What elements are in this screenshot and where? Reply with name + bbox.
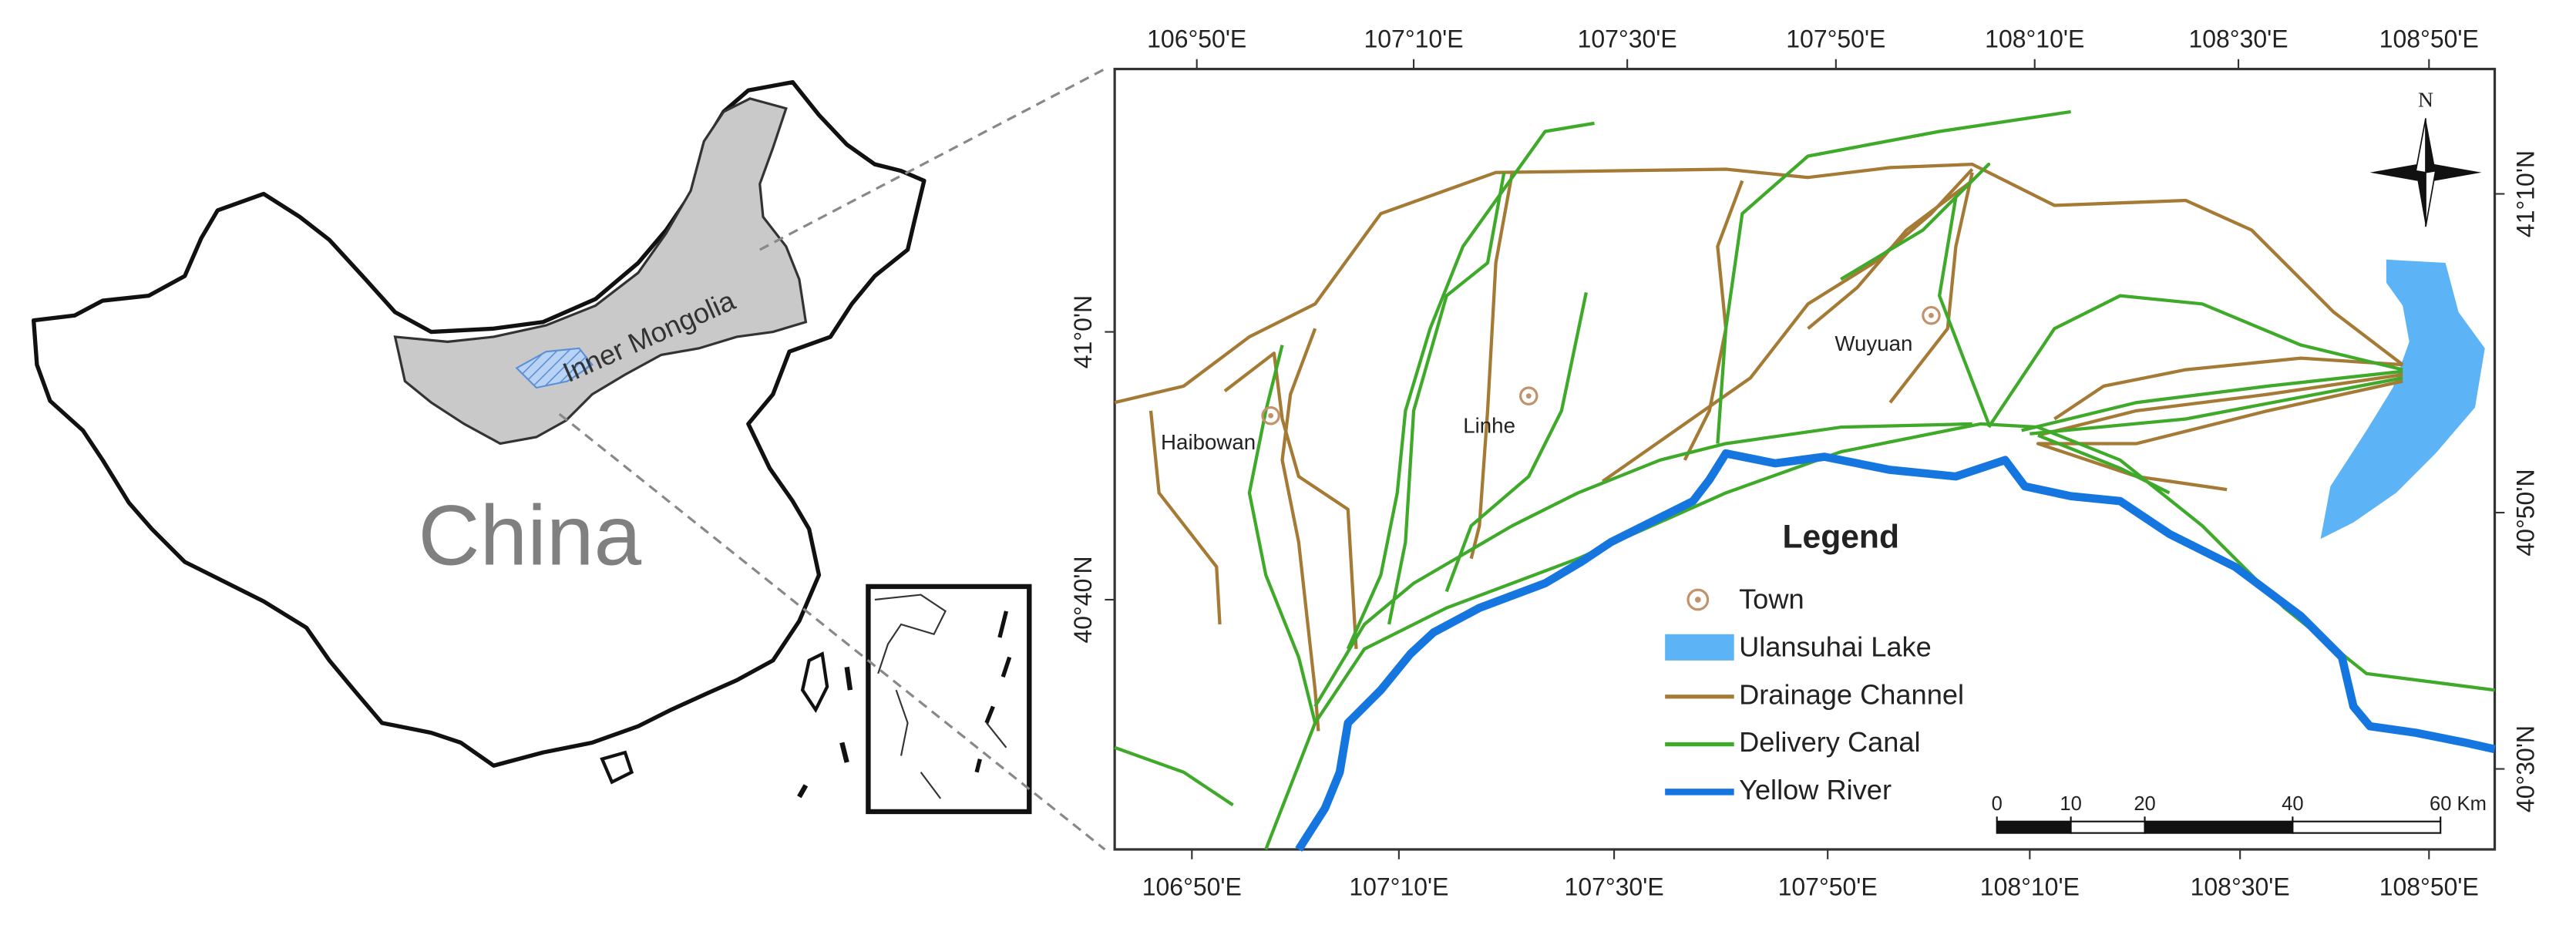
lon-label: 107°30'E (1565, 873, 1664, 901)
legend-lake-swatch (1665, 634, 1734, 661)
scale-label: 60 (2430, 793, 2451, 815)
lon-label: 108°10'E (1980, 873, 2080, 901)
lat-label: 41°10'N (2512, 150, 2540, 237)
legend-town-icon (1687, 588, 1710, 611)
town-marker (1261, 405, 1280, 426)
lon-label: 107°10'E (1364, 25, 1464, 53)
town-marker (1922, 305, 1941, 325)
delivery-canal (1444, 291, 1588, 593)
east-dashes (797, 666, 853, 799)
town-label: Wuyuan (1834, 331, 1912, 355)
delivery-canal (2037, 433, 2171, 495)
inner-mongolia (393, 97, 808, 446)
taiwan (800, 651, 829, 714)
inset-coast (874, 594, 1007, 799)
country-label: China (419, 489, 642, 584)
delivery-canal (1114, 745, 1234, 807)
legend-label: Ulansuhai Lake (1739, 631, 1932, 662)
scale-segment (2144, 820, 2294, 834)
legend-label: Town (1739, 584, 1804, 615)
lon-label: 106°50'E (1142, 873, 1242, 901)
drainage-channel (1223, 352, 1358, 650)
drainage-channel (1280, 328, 1320, 732)
delivery-canal (1247, 345, 1317, 724)
lon-label: 108°30'E (2191, 873, 2290, 901)
scale-label: 20 (2134, 793, 2155, 815)
lon-label: 107°30'E (1578, 25, 1677, 53)
ulansuhai-lake (2320, 259, 2485, 540)
scale-bar: 0 10 20 40 60 Km (1992, 793, 2487, 834)
scale-label: 0 (1992, 793, 2003, 815)
delivery-canal (1387, 172, 1506, 625)
lon-label: 107°50'E (1786, 25, 1885, 53)
drainage-channel (1807, 179, 1974, 330)
north-arrow-light (2415, 118, 2436, 227)
lon-label: 108°50'E (2379, 873, 2479, 901)
yellow-river (1295, 449, 2496, 852)
delivery-canal (2030, 376, 2403, 436)
scale-segment (2070, 820, 2146, 834)
legend-label: Delivery Canal (1739, 726, 1921, 758)
lon-label: 107°50'E (1778, 873, 1878, 901)
delivery-canal (1987, 294, 2403, 429)
delivery-canal (2021, 369, 2403, 432)
hainan (600, 750, 634, 785)
scale-unit: Km (2457, 793, 2487, 815)
scale-label: 40 (2282, 793, 2303, 815)
lon-label: 108°30'E (2188, 25, 2288, 53)
study-area-hatch (515, 347, 594, 389)
drainage-channel (2053, 356, 2403, 421)
town-marker (1525, 393, 1532, 399)
delivery-canal (1313, 422, 1972, 708)
drainage-channel (1114, 163, 2404, 405)
leader-line (558, 412, 1106, 851)
drainage-channel (1148, 410, 1222, 625)
drainage-channel (2036, 379, 2403, 492)
lon-label: 106°50'E (1147, 25, 1246, 53)
map-frame (1113, 67, 2497, 851)
delivery-canal (1716, 109, 2071, 444)
town-marker (1268, 412, 1274, 419)
scale-segment (2292, 820, 2442, 834)
lon-label: 108°10'E (1985, 25, 2084, 53)
coordinate-labels: 106°50'E 107°10'E 107°30'E 107°50'E 108°10'E… (1069, 25, 2539, 901)
town-marker (1519, 386, 1539, 405)
delivery-canal (1346, 121, 1595, 650)
lat-label: 40°50'N (2512, 469, 2540, 556)
drainage-channel (2037, 372, 2403, 437)
legend-label: Drainage Channel (1739, 678, 1964, 710)
drainage-channel (1888, 172, 1974, 404)
legend-town-icon (1694, 597, 1701, 603)
lat-label: 41°0'N (1069, 295, 1097, 368)
drainage-channel (1469, 172, 1515, 560)
lon-label: 107°10'E (1349, 873, 1448, 901)
lat-label: 40°30'N (2512, 725, 2540, 812)
scale-segment (1996, 820, 2072, 834)
north-label: N (2418, 88, 2433, 112)
town-label: Linhe (1463, 413, 1515, 437)
legend-title: Legend (1782, 518, 1899, 555)
legend-label: Yellow River (1739, 774, 1892, 806)
delivery-canal (1840, 163, 1991, 425)
town-label: Haibowan (1161, 430, 1256, 454)
scale-label: 10 (2060, 793, 2081, 815)
town-marker (1929, 312, 1934, 318)
lon-label: 108°50'E (2379, 25, 2479, 53)
inset-islands (974, 610, 1012, 773)
lat-label: 40°40'N (1069, 556, 1097, 643)
